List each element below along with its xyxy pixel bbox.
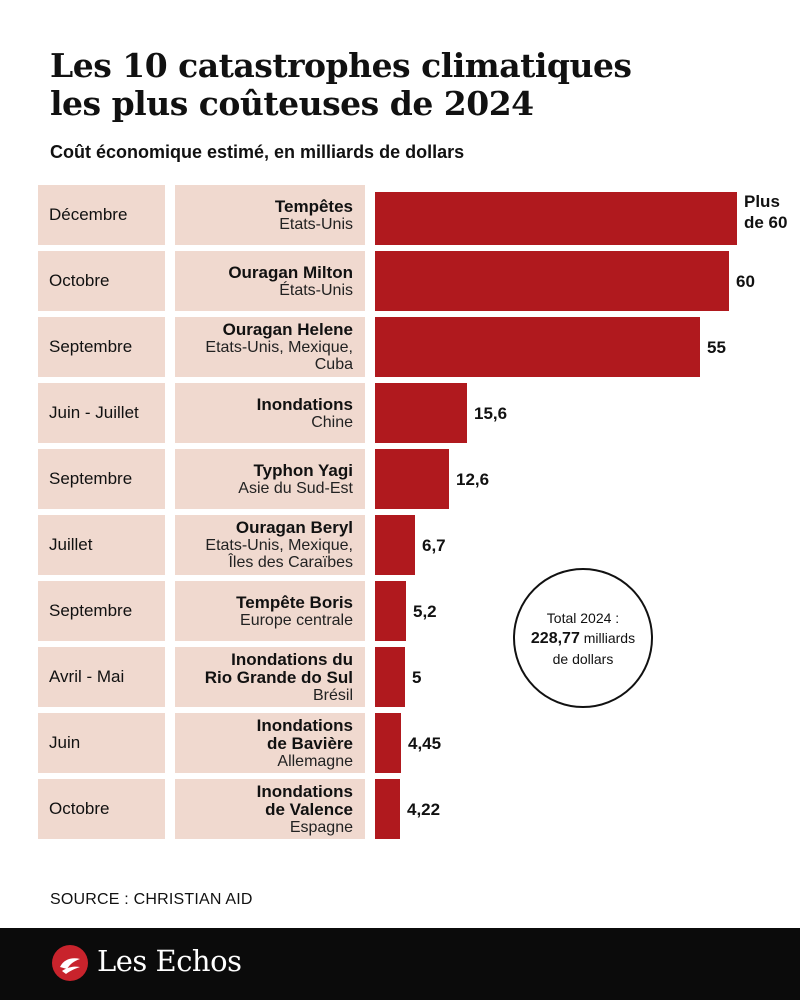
- month-cell: Octobre: [38, 251, 165, 311]
- bar: [375, 713, 401, 773]
- event-name: Ouragan Helene: [222, 320, 353, 339]
- chart-title-line2: les plus coûteuses de 2024: [50, 84, 534, 123]
- event-location: Etats-Unis, Mexique, Cuba: [205, 339, 353, 373]
- month-label: Septembre: [49, 601, 133, 620]
- bar: [375, 251, 729, 311]
- bar: [375, 449, 449, 509]
- event-name: Inondations de Bavière: [256, 715, 353, 753]
- bar-value-label: Plus de 60: [744, 192, 788, 232]
- event-name: Ouragan Beryl: [235, 518, 353, 537]
- event-name: Inondations: [256, 394, 353, 414]
- month-label: Septembre: [49, 337, 133, 356]
- event-location: Asie du Sud-Est: [238, 479, 353, 497]
- event-location: Chine: [311, 413, 353, 431]
- event-location: Brésil: [312, 686, 353, 704]
- month-cell: Avril - Mai: [38, 647, 165, 707]
- table-row: Octobre Ouragan Milton États-Unis 60: [0, 251, 800, 311]
- table-row: Septembre Tempête Boris Europe centrale 5,2: [0, 581, 800, 641]
- month-cell: Juin - Juillet: [38, 383, 165, 443]
- event-cell: Typhon Yagi Asie du Sud-Est: [175, 449, 365, 509]
- total-prefix: Total 2024 :: [546, 609, 620, 626]
- event-name: Tempêtes: [274, 196, 353, 216]
- event-name: Inondations de Valence: [256, 781, 353, 819]
- event-cell: Inondations du Rio Grande do Sul Brésil: [175, 647, 365, 707]
- event-cell: Ouragan Helene Etats-Unis, Mexique, Cuba: [175, 317, 365, 377]
- bar-value-label: 4,45: [408, 733, 442, 753]
- event-cell: Inondations de Valence Espagne: [175, 779, 365, 839]
- event-cell: Tempête Boris Europe centrale: [175, 581, 365, 641]
- bar-value-label: 55: [707, 337, 726, 357]
- month-label: Septembre: [49, 469, 133, 488]
- bar-value-label: 12,6: [456, 469, 490, 489]
- total-unit1: milliards: [583, 629, 636, 646]
- event-location: Etats-Unis, Mexique, Îles des Caraïbes: [205, 537, 353, 571]
- table-row: Avril - Mai Inondations du Rio Grande do …: [0, 647, 800, 707]
- month-cell: Juillet: [38, 515, 165, 575]
- bar: [375, 192, 737, 245]
- month-label: Octobre: [49, 271, 110, 290]
- chart-subtitle: Coût économique estimé, en milliards de …: [50, 142, 465, 162]
- table-row: Septembre Typhon Yagi Asie du Sud-Est 12,6: [0, 449, 800, 509]
- month-cell: Octobre: [38, 779, 165, 839]
- bar-value-label: 6,7: [422, 535, 446, 555]
- footer-bar: Les Echos: [0, 928, 800, 1000]
- event-location: Etats-Unis: [279, 215, 353, 233]
- month-cell: Décembre: [38, 185, 165, 245]
- bar: [375, 317, 700, 377]
- event-location: États-Unis: [279, 281, 353, 299]
- bar-value-label: 5,2: [413, 601, 437, 621]
- bar: [375, 779, 400, 839]
- month-cell: Juin: [38, 713, 165, 773]
- table-row: Septembre Ouragan Helene Etats-Unis, Mexiq…: [0, 317, 800, 377]
- event-name: Inondations du Rio Grande do Sul: [204, 649, 353, 687]
- table-row: Juillet Ouragan Beryl Etats-Unis, Mexique,…: [0, 515, 800, 575]
- bar-chart: Décembre Tempêtes Etats-Unis Plus de 60 Octo…: [0, 185, 800, 850]
- month-label: Octobre: [49, 799, 110, 818]
- total-circle: Total 2024 : 228,77 milliards de dollars: [513, 568, 653, 708]
- event-cell: Ouragan Beryl Etats-Unis, Mexique, Îles d…: [175, 515, 365, 575]
- month-cell: Septembre: [38, 581, 165, 641]
- source-note: SOURCE : CHRISTIAN AID: [50, 891, 253, 908]
- event-name: Typhon Yagi: [253, 460, 354, 480]
- event-location: Allemagne: [277, 752, 353, 770]
- month-cell: Septembre: [38, 317, 165, 377]
- bar: [375, 647, 405, 707]
- month-label: Avril - Mai: [49, 667, 125, 686]
- event-cell: Tempêtes Etats-Unis: [175, 185, 365, 245]
- table-row: Juin Inondations de Bavière Allemagne 4,45: [0, 713, 800, 773]
- event-location: Europe centrale: [240, 611, 353, 629]
- month-label: Juin - Juillet: [49, 403, 139, 422]
- table-row: Octobre Inondations de Valence Espagne 4,22: [0, 779, 800, 839]
- chart-title: Les 10 catastrophes climatiques les plus…: [50, 47, 750, 123]
- table-row: Juin - Juillet Inondations Chine 15,6: [0, 383, 800, 443]
- month-label: Juin: [49, 733, 81, 752]
- bar: [375, 581, 406, 641]
- month-label: Décembre: [49, 205, 128, 224]
- bar-value-label: 4,22: [407, 799, 441, 819]
- brand-name: Les Echos: [97, 944, 242, 978]
- event-cell: Ouragan Milton États-Unis: [175, 251, 365, 311]
- table-row: Décembre Tempêtes Etats-Unis Plus de 60: [0, 185, 800, 245]
- event-name: Tempête Boris: [236, 592, 353, 612]
- month-cell: Septembre: [38, 449, 165, 509]
- event-location: Espagne: [289, 818, 353, 836]
- event-name: Ouragan Milton: [228, 262, 353, 282]
- bar-value-label: 15,6: [474, 403, 508, 423]
- les-echos-logo-icon: [52, 945, 88, 981]
- event-cell: Inondations Chine: [175, 383, 365, 443]
- month-label: Juillet: [49, 535, 93, 554]
- chart-title-line1: Les 10 catastrophes climatiques: [50, 46, 632, 85]
- bar: [375, 515, 415, 575]
- total-amount: 228,77: [530, 629, 580, 647]
- bar-value-label: 60: [736, 271, 755, 291]
- bar: [375, 383, 467, 443]
- event-cell: Inondations de Bavière Allemagne: [175, 713, 365, 773]
- bar-value-label: 5: [412, 667, 422, 687]
- total-unit2: de dollars: [552, 650, 614, 667]
